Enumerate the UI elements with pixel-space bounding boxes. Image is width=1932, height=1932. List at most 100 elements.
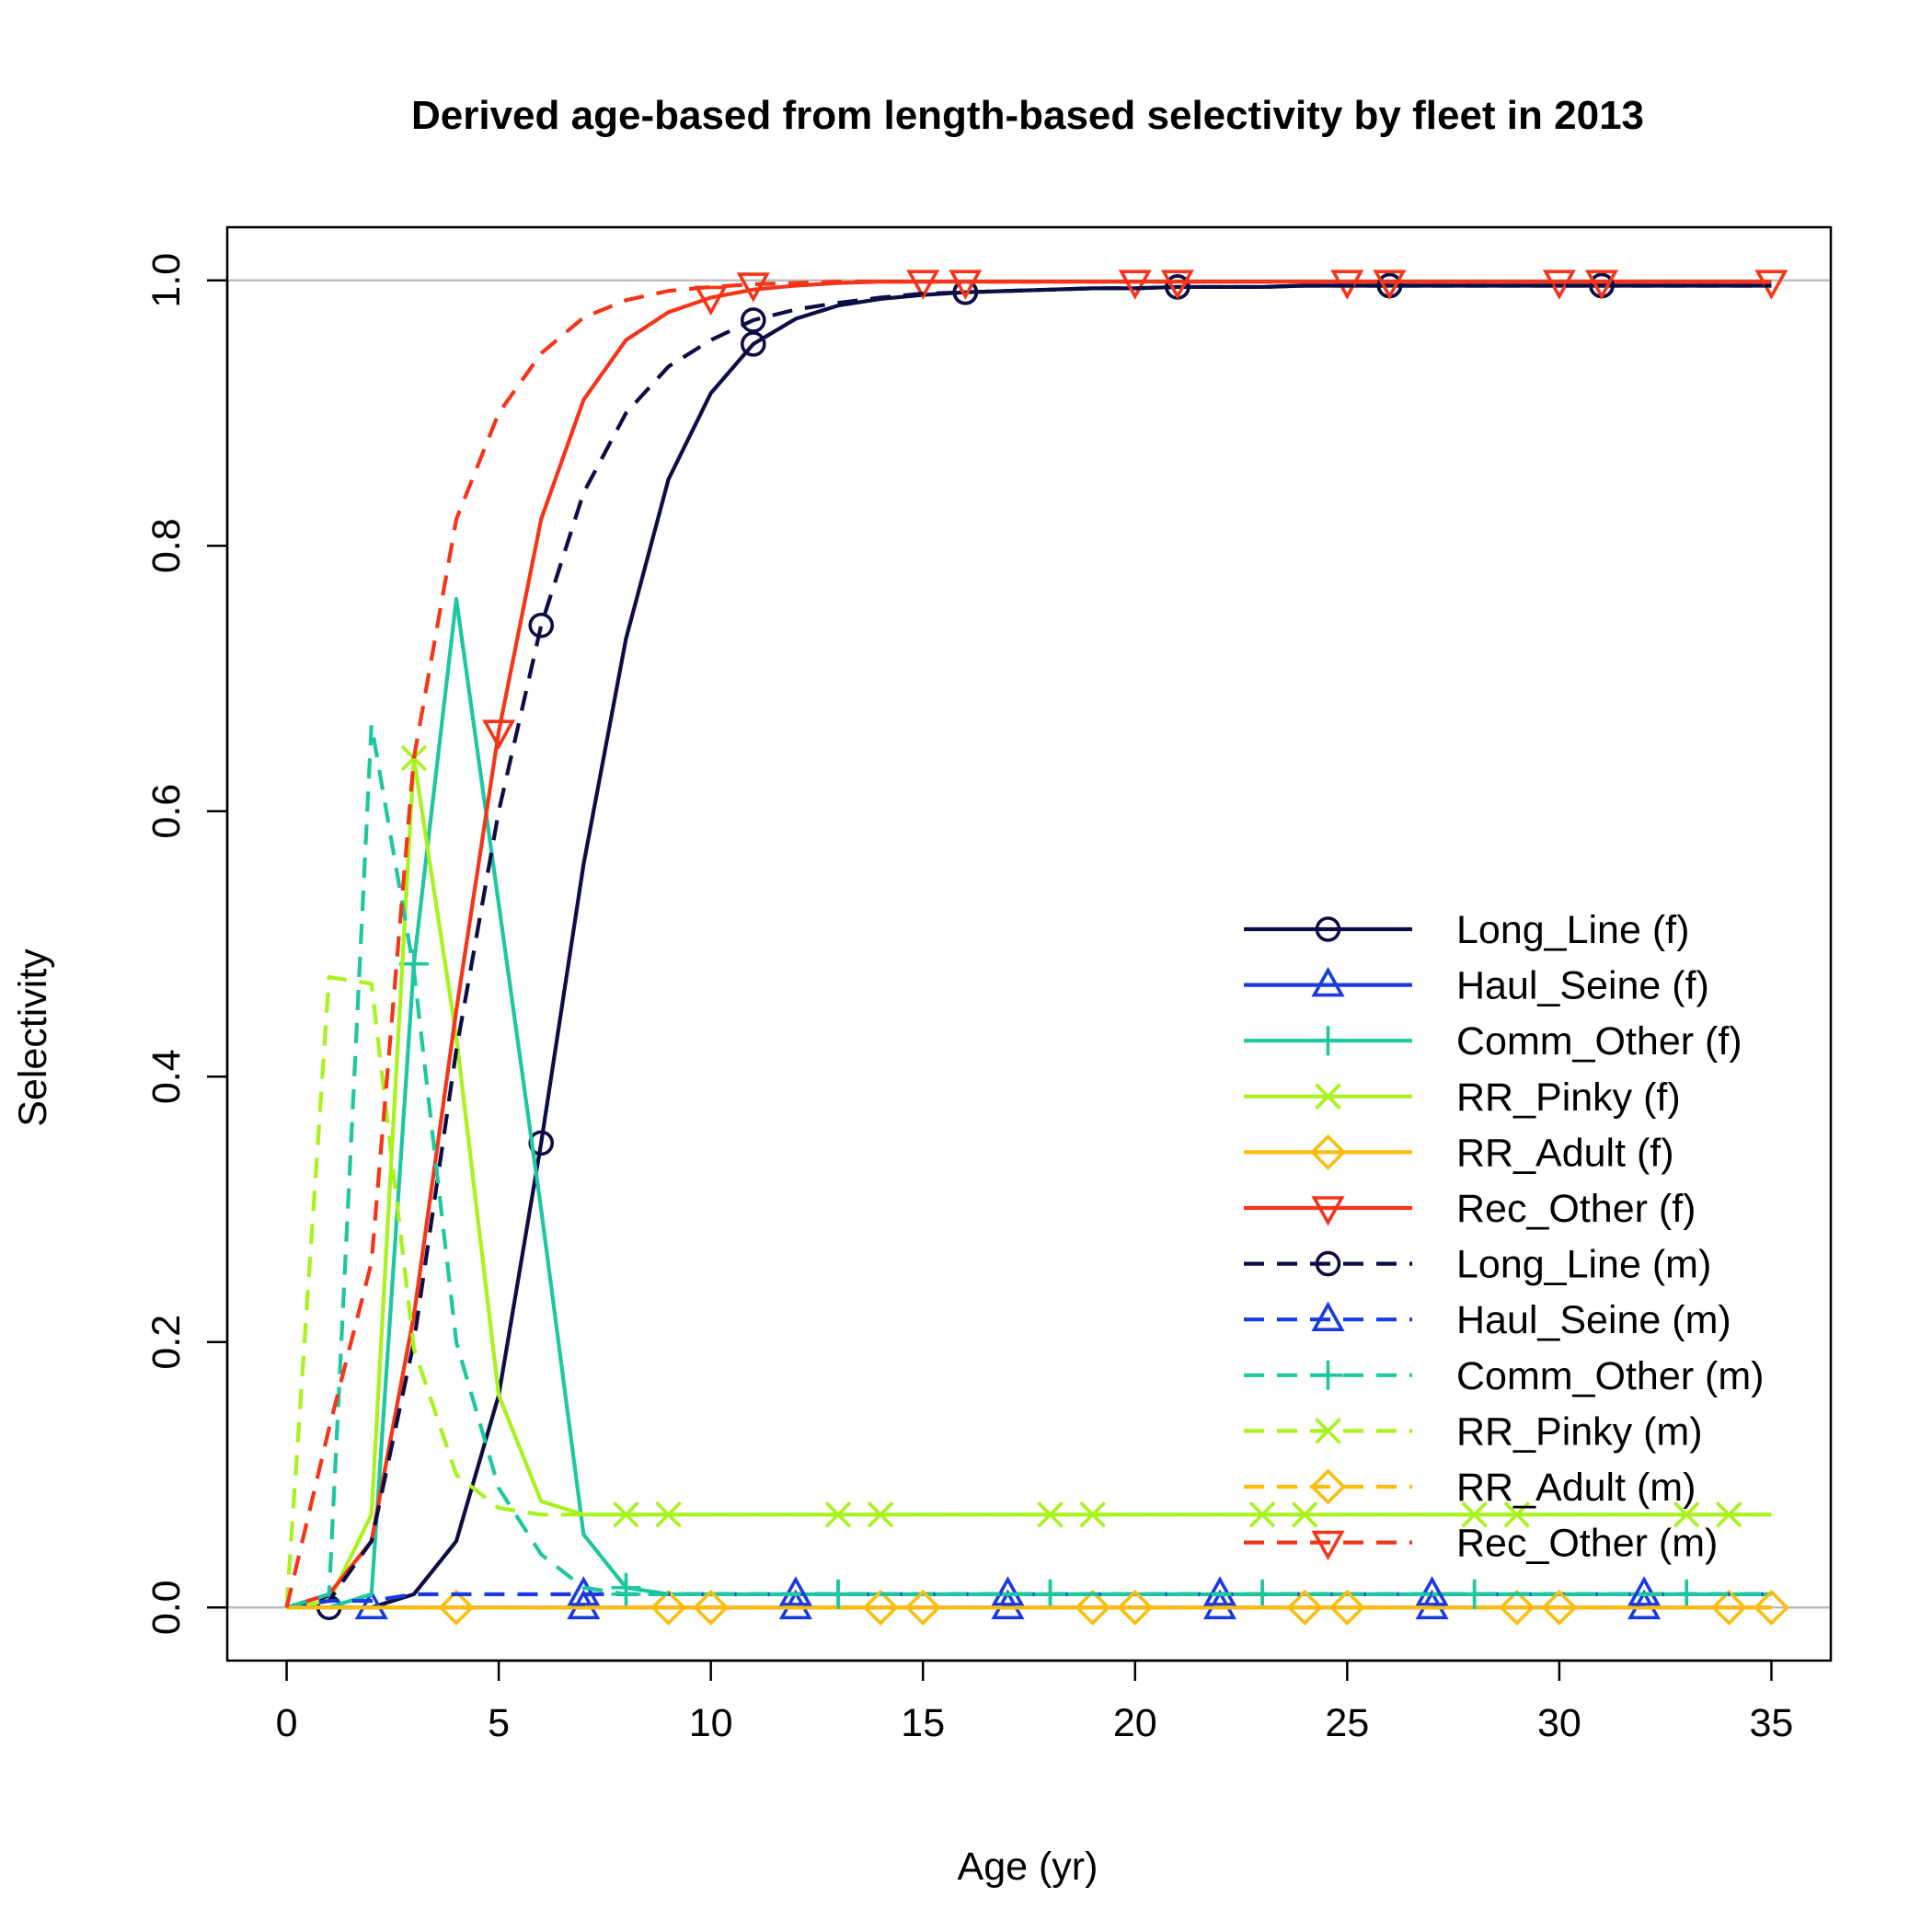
legend-item: Rec_Other (m) <box>1244 1522 1718 1566</box>
circle-point <box>740 331 766 357</box>
diamond-point <box>1075 1589 1111 1626</box>
x-point <box>613 1501 639 1528</box>
legend-item: Long_Line (m) <box>1244 1243 1711 1287</box>
diamond-point <box>1286 1589 1323 1626</box>
legend-item: RR_Pinky (m) <box>1244 1409 1703 1454</box>
triangle-down-point <box>694 285 728 316</box>
series-line <box>284 974 1772 1608</box>
legend-x-marker <box>1315 1418 1341 1444</box>
legend-label: Long_Line (m) <box>1456 1243 1711 1287</box>
x-tick-label: 30 <box>1537 1701 1581 1745</box>
plus-point <box>611 1579 641 1609</box>
legend-label: Comm_Other (m) <box>1456 1354 1764 1398</box>
legend-item: RR_Adult (f) <box>1244 1131 1674 1175</box>
legend-item: Rec_Other (f) <box>1244 1187 1696 1231</box>
legend-triangle-up-marker <box>1311 966 1345 997</box>
chart-title: Derived age-based from length-based sele… <box>411 93 1644 138</box>
series-layer <box>284 270 1789 1626</box>
triangle-down-point <box>1373 270 1407 300</box>
x-tick-label: 10 <box>689 1701 733 1745</box>
triangle-down-point <box>736 272 770 303</box>
series-line <box>284 280 1772 1608</box>
triangle-down-point <box>1584 270 1619 300</box>
triangle-up-point <box>1627 1576 1662 1606</box>
legend-item: RR_Adult (m) <box>1244 1466 1696 1510</box>
series-line <box>286 283 1772 1610</box>
x-tick-label: 15 <box>901 1701 945 1745</box>
legend-item: RR_Pinky (f) <box>1244 1075 1681 1120</box>
diamond-point <box>1710 1589 1747 1626</box>
legend-diamond-marker <box>1309 1133 1347 1170</box>
triangle-down-point <box>906 270 940 300</box>
x-point <box>1673 1501 1700 1528</box>
legend-diamond-marker <box>1309 1468 1347 1505</box>
plus-point <box>1672 1579 1702 1609</box>
diamond-point <box>1753 1589 1789 1626</box>
y-tick-label: 0.8 <box>144 518 189 573</box>
x-axis-label: Age (yr) <box>958 1845 1098 1889</box>
y-tick-label: 0.2 <box>144 1315 189 1370</box>
x-tick-label: 5 <box>488 1701 510 1745</box>
x-tick-label: 20 <box>1113 1701 1157 1745</box>
circle-point <box>740 307 766 333</box>
legend-circle-marker <box>1315 1250 1341 1277</box>
plus-point <box>1248 1579 1278 1609</box>
y-tick-label: 0.0 <box>144 1580 189 1635</box>
legend-item: Comm_Other (f) <box>1244 1019 1742 1064</box>
legend-triangle-up-marker <box>1311 1301 1345 1331</box>
x-point <box>867 1501 894 1528</box>
circle-point <box>528 612 555 638</box>
legend-label: RR_Adult (f) <box>1456 1131 1674 1175</box>
plus-point <box>1035 1579 1065 1609</box>
legend-circle-marker <box>1315 916 1341 942</box>
diamond-point <box>1117 1589 1154 1626</box>
diamond-point <box>693 1589 730 1626</box>
triangle-up-point <box>991 1576 1025 1606</box>
diamond-point <box>650 1589 687 1626</box>
series-line <box>285 722 1772 1610</box>
triangle-up-point <box>778 1576 812 1606</box>
diamond-point <box>1541 1589 1578 1626</box>
legend-item: Haul_Seine (m) <box>1244 1298 1731 1342</box>
x-axis: 0 5 10 15 20 25 30 35 <box>276 1659 1794 1745</box>
legend-plus-marker <box>1313 1360 1343 1390</box>
x-tick-label: 0 <box>276 1701 298 1745</box>
legend-label: Rec_Other (f) <box>1456 1187 1696 1231</box>
legend-item: Haul_Seine (f) <box>1244 964 1709 1008</box>
triangle-down-point <box>1118 270 1152 300</box>
x-point <box>1716 1501 1742 1528</box>
triangle-up-point <box>1415 1576 1449 1606</box>
x-point <box>1079 1501 1106 1528</box>
legend-label: Haul_Seine (m) <box>1456 1298 1731 1342</box>
triangle-up-point <box>567 1576 601 1606</box>
legend: Long_Line (f) Haul_Seine (f) Comm_Other (f… <box>1244 908 1764 1566</box>
x-tick-label: 25 <box>1325 1701 1369 1745</box>
plus-point <box>823 1579 853 1609</box>
legend-triangle-down-marker <box>1311 1530 1345 1561</box>
x-point <box>1503 1501 1531 1528</box>
diamond-point <box>862 1589 899 1626</box>
legend-label: RR_Pinky (m) <box>1456 1409 1703 1454</box>
plus-point <box>1459 1579 1489 1609</box>
legend-triangle-down-marker <box>1311 1196 1345 1226</box>
legend-label: Rec_Other (m) <box>1456 1522 1718 1566</box>
legend-item: Long_Line (f) <box>1244 908 1689 952</box>
y-axis-label: Selectivity <box>11 949 55 1127</box>
series-comm-other-m <box>285 722 1772 1610</box>
y-tick-label: 0.4 <box>144 1049 189 1104</box>
x-tick-label: 35 <box>1750 1701 1794 1745</box>
y-axis: 0.0 0.2 0.4 0.6 0.8 1.0 <box>144 253 229 1635</box>
legend-label: RR_Adult (m) <box>1456 1466 1696 1510</box>
triangle-down-point <box>949 270 983 300</box>
legend-label: RR_Pinky (f) <box>1456 1075 1681 1120</box>
y-tick-label: 1.0 <box>144 253 189 308</box>
legend-item: Comm_Other (m) <box>1244 1354 1764 1398</box>
triangle-up-point <box>354 1589 388 1620</box>
series-rr-adult-m <box>286 1589 1789 1626</box>
diamond-point <box>1328 1589 1365 1626</box>
y-tick-label: 0.6 <box>144 784 189 839</box>
legend-label: Comm_Other (f) <box>1456 1019 1742 1064</box>
triangle-down-point <box>1160 270 1194 300</box>
